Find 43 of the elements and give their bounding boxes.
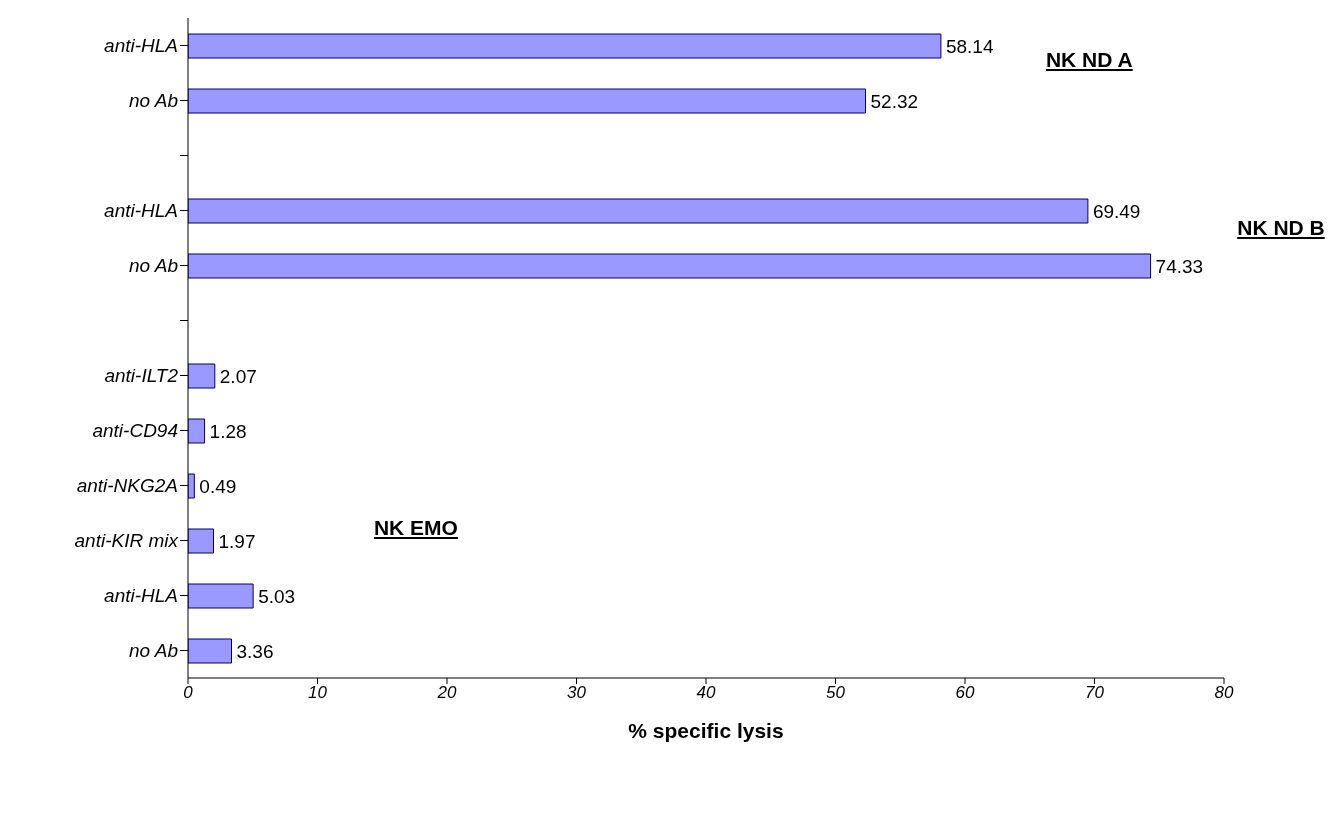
text: NK ND B	[1237, 216, 1325, 240]
x-tick-label: 20	[436, 683, 457, 703]
x-axis-title: % specific lysis	[628, 719, 784, 742]
annotation: NK EMO	[373, 516, 458, 540]
x-tick-label: 30	[567, 683, 587, 703]
x-tick-label: 0	[183, 683, 194, 703]
y-tick-label: anti-ILT2	[104, 365, 179, 387]
data-label: 1.28	[209, 420, 247, 442]
x-tick-label: 60	[955, 683, 975, 703]
data-label: 0.49	[199, 475, 237, 497]
bar	[188, 198, 1089, 224]
y-tick-label: anti-HLA	[104, 585, 178, 607]
bar	[188, 583, 254, 609]
bar	[188, 418, 206, 444]
data-label: 3.36	[236, 640, 274, 662]
x-tick-label: 10	[308, 683, 328, 703]
data-label: 69.49	[1092, 200, 1141, 222]
bar	[188, 88, 867, 114]
y-tick-label: anti-CD94	[92, 420, 178, 442]
bar	[188, 33, 942, 59]
bar	[188, 473, 195, 499]
bar	[188, 638, 233, 664]
y-tick-label: no Ab	[129, 640, 178, 662]
data-label: 58.14	[945, 35, 994, 57]
y-tick-label: anti-NKG2A	[76, 475, 178, 497]
data-label: 2.07	[219, 365, 257, 387]
x-tick-label: 40	[696, 683, 716, 703]
y-tick-label: anti-HLA	[104, 200, 178, 222]
x-tick-label: 50	[826, 683, 846, 703]
x-tick-label: 70	[1085, 683, 1105, 703]
y-tick-label: anti-KIR mix	[74, 530, 180, 552]
data-label: 1.97	[218, 530, 256, 552]
data-label: 74.33	[1155, 255, 1204, 277]
annotation: NK ND A	[1045, 48, 1133, 72]
data-label: 5.03	[258, 585, 296, 607]
y-tick-label: no Ab	[129, 90, 178, 112]
bar	[188, 253, 1152, 279]
y-tick-label: no Ab	[129, 255, 178, 277]
bar	[188, 363, 216, 389]
bar	[188, 528, 215, 554]
data-label: 52.32	[870, 90, 919, 112]
x-tick-label: 80	[1214, 683, 1234, 703]
y-tick-label: anti-HLA	[104, 35, 178, 57]
